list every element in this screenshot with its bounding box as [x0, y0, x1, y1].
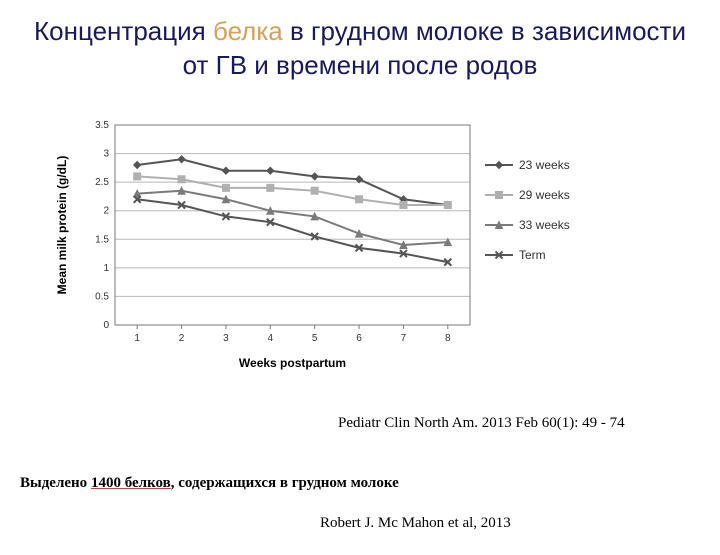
svg-text:0.5: 0.5 [95, 291, 109, 302]
svg-text:2: 2 [103, 206, 109, 217]
svg-text:29 weeks: 29 weeks [519, 188, 570, 202]
svg-text:23 weeks: 23 weeks [519, 158, 570, 172]
svg-text:5: 5 [312, 333, 318, 344]
svg-text:0: 0 [103, 320, 109, 331]
svg-text:8: 8 [445, 333, 451, 344]
svg-text:2.5: 2.5 [95, 177, 109, 188]
svg-text:Term: Term [519, 248, 546, 262]
svg-text:4: 4 [268, 333, 274, 344]
citation-1: Pediatr Clin North Am. 2013 Feb 60(1): 4… [338, 415, 625, 432]
title-highlight: белка [213, 16, 283, 46]
svg-text:Weeks postpartum: Weeks postpartum [239, 356, 346, 370]
svg-text:3: 3 [103, 149, 109, 160]
protein-chart: 0 0.5 1 1.5 2 2.5 3 3.5 1 2 3 4 5 6 7 8 Mean milk protei… [50, 115, 610, 375]
note-t2: 1400 белков [91, 475, 171, 491]
svg-text:33 weeks: 33 weeks [519, 218, 570, 232]
note-t3: , содержащихся в грудном молоке [171, 475, 399, 491]
svg-text:6: 6 [356, 333, 362, 344]
page-title: Концентрация белка в грудном молоке в за… [20, 15, 700, 83]
citation-2: Robert J. Mc Mahon et al, 2013 [320, 515, 511, 532]
note-t1: Выделено [20, 475, 91, 491]
note-text: Выделено 1400 белков, содержащихся в гру… [20, 475, 399, 492]
svg-text:2: 2 [179, 333, 185, 344]
svg-text:Mean milk protein (g/dL): Mean milk protein (g/dL) [55, 156, 69, 295]
svg-text:1.5: 1.5 [95, 234, 109, 245]
title-part1: Концентрация [34, 16, 213, 46]
svg-text:3: 3 [223, 333, 229, 344]
svg-text:7: 7 [401, 333, 407, 344]
svg-text:1: 1 [103, 263, 109, 274]
svg-text:1: 1 [134, 333, 140, 344]
svg-text:3.5: 3.5 [95, 120, 109, 131]
